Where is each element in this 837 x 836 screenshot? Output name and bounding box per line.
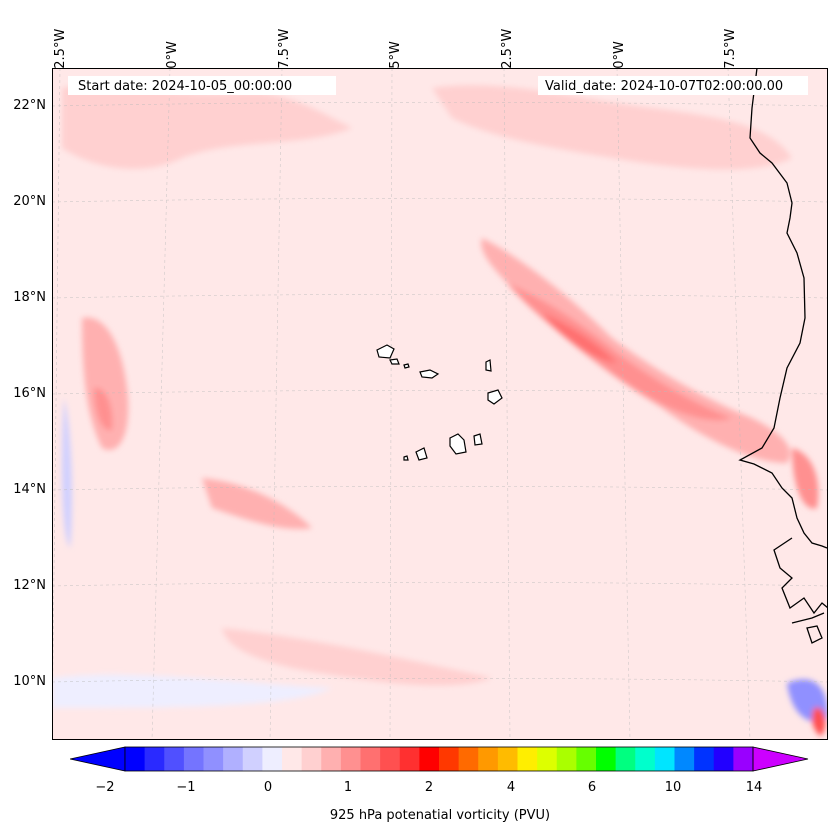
colorbar-bin <box>301 747 322 771</box>
map-frame <box>52 68 828 740</box>
colorbar-bins <box>125 747 754 771</box>
pv-patch-coast-red <box>792 448 819 509</box>
pv-patch-center-band <box>202 478 312 529</box>
colorbar-bin <box>223 747 244 771</box>
colorbar-bin <box>340 747 362 771</box>
colorbar-bin <box>713 747 734 771</box>
colorbar <box>70 746 809 772</box>
pv-patch-light-a <box>62 85 352 169</box>
colorbar-min-extension <box>70 746 126 772</box>
colorbar-bin <box>439 747 460 771</box>
coastline <box>738 68 828 644</box>
colorbar-bin <box>164 747 185 771</box>
lat-label-20n: 20°N <box>13 194 46 209</box>
colorbar-tick-4: 4 <box>506 780 516 795</box>
colorbar-bin <box>596 747 617 771</box>
colorbar-bin <box>458 747 479 771</box>
colorbar-bin <box>654 747 676 771</box>
pv-patch-light-b <box>432 85 792 170</box>
lat-label-22n: 22°N <box>13 98 46 113</box>
colorbar-bin <box>144 747 165 771</box>
colorbar-tick-0: 0 <box>263 780 273 795</box>
colorbar-bin <box>419 747 440 771</box>
colorbar-bin <box>694 747 715 771</box>
lat-label-12n: 12°N <box>13 578 46 593</box>
graticule <box>52 68 828 740</box>
colorbar-tick-6: 6 <box>587 780 597 795</box>
lat-label-16n: 16°N <box>13 386 46 401</box>
colorbar-bin <box>556 747 577 771</box>
colorbar-frame <box>124 746 754 772</box>
colorbar-bin <box>615 747 636 771</box>
map-panel <box>52 68 828 740</box>
pv-patch-red-corner <box>812 707 826 736</box>
colorbar-bin <box>183 747 205 771</box>
colorbar-bin <box>674 747 695 771</box>
colorbar-bin <box>576 747 597 771</box>
colorbar-bin <box>125 747 146 771</box>
pv-patch-left-column <box>82 317 129 450</box>
start-date-text: Start date: 2024-10-05_00:00:00 <box>78 78 293 95</box>
pv-patch-band-core <box>542 313 617 363</box>
colorbar-bin <box>733 747 754 771</box>
pv-patch-left-core <box>94 387 113 431</box>
colorbar-tick-1: 1 <box>343 780 353 795</box>
colorbar-bin <box>399 747 420 771</box>
colorbar-max-extension <box>752 746 809 772</box>
lat-label-14n: 14°N <box>13 482 46 497</box>
pv-patch-blue-left <box>62 398 72 548</box>
colorbar-tick-neg1: −1 <box>176 780 196 795</box>
colorbar-bin <box>262 747 283 771</box>
colorbar-bin <box>242 747 263 771</box>
pv-patch-band-mid <box>507 283 732 421</box>
colorbar-bin <box>360 747 381 771</box>
pv-patch-lower-band <box>222 628 492 686</box>
colorbar-bin <box>380 747 401 771</box>
colorbar-bin <box>497 747 519 771</box>
pv-patch-blue-bottom <box>52 674 332 708</box>
colorbar-bin <box>321 747 342 771</box>
colorbar-tick-14: 14 <box>745 780 763 795</box>
pv-patch-band-outer <box>481 238 791 463</box>
valid-date-text: Valid_date: 2024-10-07T02:00:00.00 <box>545 78 784 95</box>
colorbar-bin <box>635 747 656 771</box>
lat-label-18n: 18°N <box>13 290 46 305</box>
colorbar-bin <box>203 747 224 771</box>
colorbar-tick-2: 2 <box>424 780 434 795</box>
pv-contours <box>52 85 828 736</box>
colorbar-bin <box>517 747 538 771</box>
colorbar-bin <box>282 747 303 771</box>
islands <box>376 344 503 461</box>
colorbar-tick-10: 10 <box>664 780 682 795</box>
colorbar-bin <box>537 747 558 771</box>
colorbar-label: 925 hPa potenatial vorticity (PVU) <box>329 808 551 823</box>
lat-label-10n: 10°N <box>13 674 46 689</box>
colorbar-bin <box>478 747 499 771</box>
colorbar-tick-neg2: −2 <box>95 780 115 795</box>
